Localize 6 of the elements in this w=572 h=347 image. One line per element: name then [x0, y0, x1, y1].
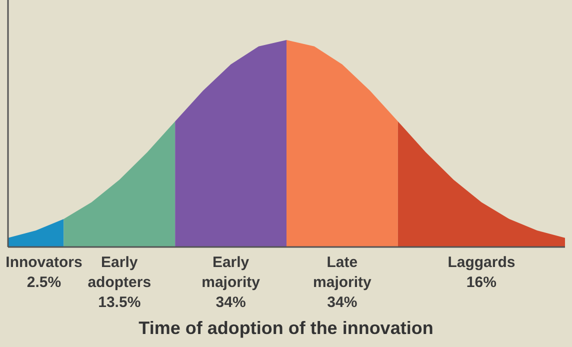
text: Laggards 16% [448, 254, 516, 291]
x-axis-title: Time of adoption of the innovation [138, 318, 434, 338]
text: Late majority 34% [313, 254, 372, 311]
text: Innovators 2.5% [6, 254, 82, 291]
text: Early adopters 13.5% [88, 254, 152, 311]
text: Early majority 34% [202, 254, 261, 311]
